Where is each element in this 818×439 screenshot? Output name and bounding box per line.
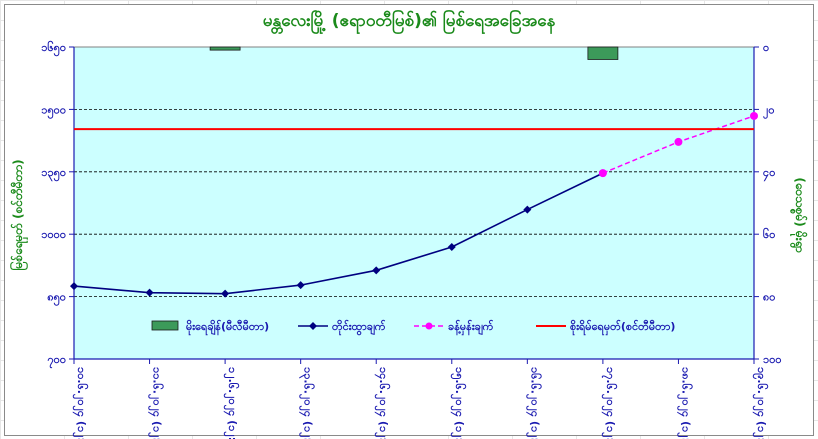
x-tick-label: ၁၅.၆.၂၀၂၄ (၁၂:၃၀): [450, 367, 466, 439]
x-tick-label: ၁၄.၆.၂၀၂၄ (၁၂:၃၀): [374, 367, 390, 439]
observed-point: [523, 205, 532, 214]
observed-point: [296, 281, 305, 290]
x-tick-label: ၁၉.၆.၂၀၂၄ (၁၂:၃၀): [752, 367, 768, 439]
legend-label: မိုးရေချိန်(မီလီမီတာ): [186, 319, 269, 336]
y-axis-left-label: မြစ်ရေမှတ် (စင်တီမီတာ): [8, 159, 29, 270]
y-left-tick-label: ၇၀၀: [47, 353, 66, 369]
y-axis-right-label: (ဝေသစ္စမ်) မိုးရွာ: [789, 177, 809, 252]
forecast-point: [750, 111, 758, 120]
x-tick-label: ၁၈.၆.၂၀၂၄ (၁၂:၃၀): [676, 367, 692, 439]
y-right-tick-label: ၀: [763, 41, 769, 54]
y-left-tick-label: ၁၃၅၀: [41, 166, 66, 182]
legend-label: စိုးရိမ်ရေမှတ်(စင်တီမီတာ): [570, 319, 675, 336]
forecast-point: [674, 137, 683, 146]
observed-point: [372, 266, 381, 275]
rainfall-bar: [209, 46, 241, 51]
legend-label: ခန့်မှန်းချက်: [448, 319, 494, 336]
y-left-tick-label: ၈၅၀: [47, 291, 66, 307]
x-tick-label: ၁၃.၆.၂၀၂၄ (၁၂:၃၀): [299, 367, 315, 439]
legend-swatch-rainfall: [151, 320, 179, 331]
x-tick-label: ၁၆.၆.၂၀၂၄ (၁၂:၃၀): [525, 367, 541, 439]
x-tick-label: ၁၂.၆.၂၀၂၄ (၁၂:၃၀): [223, 367, 239, 439]
y-right-tick-label: ၈၀: [763, 291, 775, 304]
y-left-tick-label: ၁၆၅၀: [41, 41, 66, 57]
y-left-tick-label: ၁၅၀၀: [41, 103, 66, 119]
plot-area: [73, 46, 755, 360]
y-right-tick-label: ၄၀: [763, 166, 775, 182]
observed-point: [70, 282, 78, 291]
legend-marker-observed: [309, 322, 317, 330]
y-left-tick-label: ၁၀၀၀: [41, 228, 66, 241]
legend-marker-forecast: [425, 322, 433, 330]
x-tick-label: ၁၁.၆.၂၀၂၄ (၁၂:၃၀): [148, 367, 164, 439]
observed-point: [221, 289, 230, 298]
forecast-point: [598, 169, 607, 178]
y-right-tick-label: ၆၀: [763, 228, 775, 241]
y-right-tick-label: ၁၀၀: [763, 353, 782, 366]
legend-label: တိုင်းထွာချက်: [332, 319, 386, 336]
observed-point: [447, 243, 456, 252]
rainfall-bar: [587, 46, 619, 60]
x-tick-label: ၁၀.၆.၂၀၂၄ (၁၂:၃၀): [72, 367, 88, 439]
observed-line: [73, 172, 604, 295]
y-right-tick-label: ၂၀: [763, 103, 775, 119]
observed-point: [145, 288, 154, 297]
x-tick-label: ၁၇.၆.၂၀၂၄ (၁၂:၃၀): [601, 367, 617, 439]
chart-title: မန္တလေးမြို့ (ဧရာဝတီမြစ်)၏ မြစ်ရေအခြေအနေ: [263, 8, 556, 35]
